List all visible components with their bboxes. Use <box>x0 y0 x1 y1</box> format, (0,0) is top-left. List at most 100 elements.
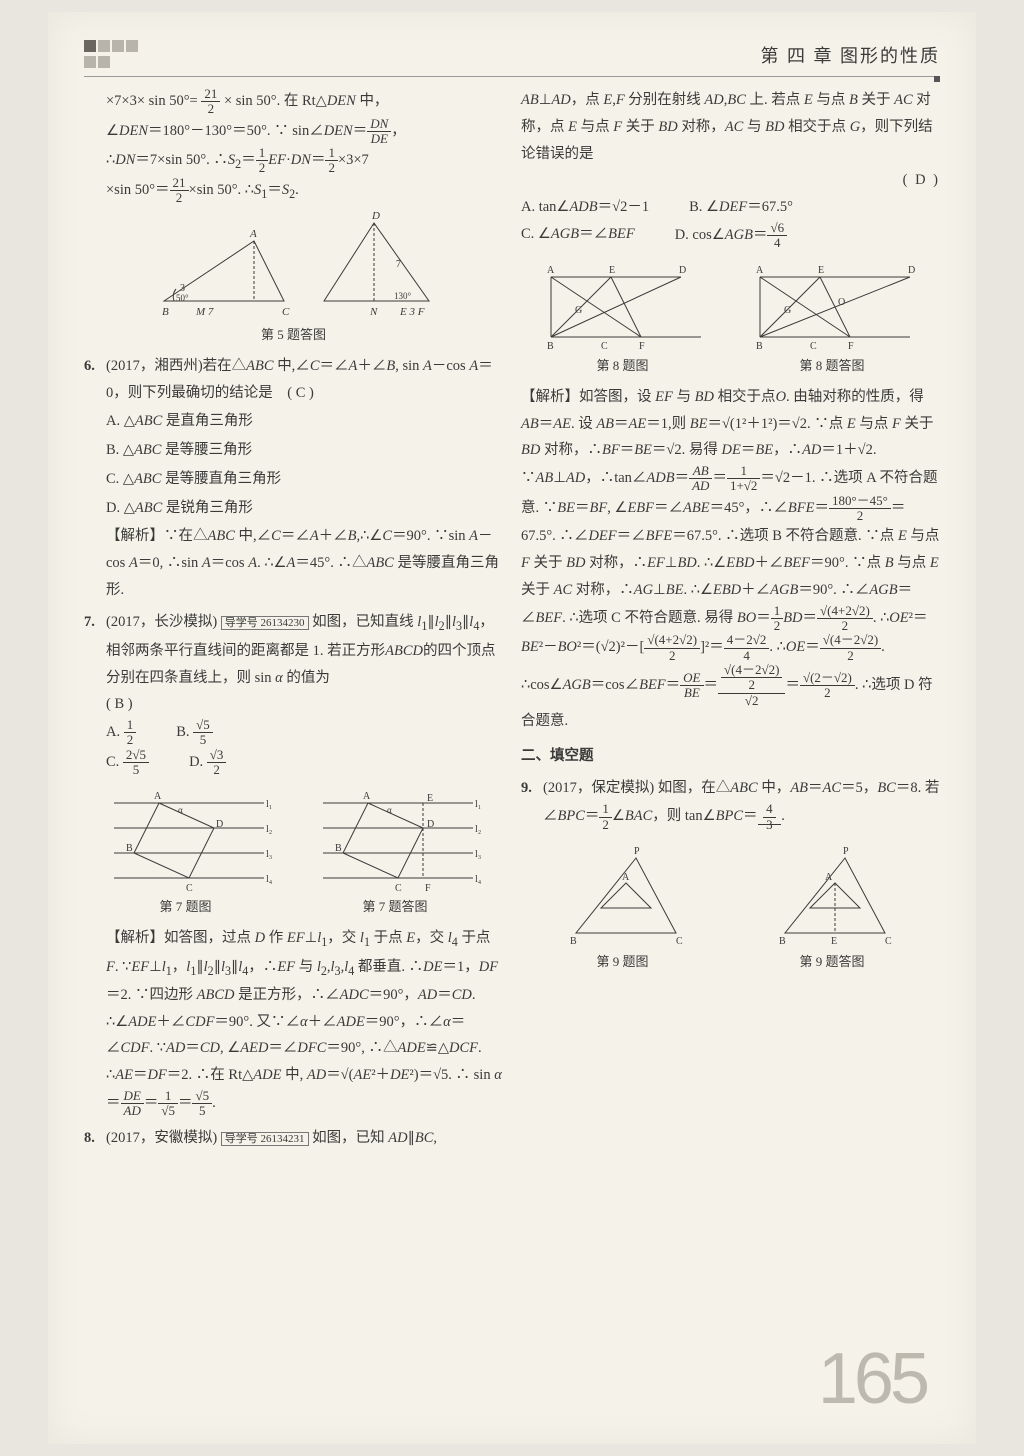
q8-analysis: 【解析】如答图，设 EF 与 BD 相交于点O. 由轴对称的性质，得 AB＝AE… <box>521 384 940 735</box>
svg-text:l₂: l₂ <box>475 824 481 835</box>
svg-text:E 3 F: E 3 F <box>399 306 425 318</box>
q8-answer: ( D ) <box>521 167 940 194</box>
svg-text:A: A <box>249 228 257 240</box>
fig7-caption-2: 第 7 题答图 <box>362 895 427 919</box>
header-marker <box>934 76 940 82</box>
q7-options: A. 12 B. √55 C. 2√55 D. √32 <box>106 718 503 777</box>
question-8: 8. (2017，安徽模拟) 导学号 26134231 如图，已知 AD∥BC, <box>84 1125 503 1152</box>
option-c: C. 2√55 <box>106 748 149 778</box>
svg-text:A: A <box>154 791 162 802</box>
svg-text:l₄: l₄ <box>475 874 482 885</box>
q7-body: (2017，长沙模拟) 导学号 26134230 如图，已知直线 l1∥l2∥l… <box>106 609 503 718</box>
figure-5-caption: 第 5 题答图 <box>84 323 503 347</box>
svg-text:M 7: M 7 <box>195 306 214 318</box>
svg-text:A: A <box>363 791 371 802</box>
text-line: ∠DEN＝180°－130°＝50°. ∵ sin∠DEN＝DNDE， <box>106 117 503 147</box>
parallel-lines-diagram-icon: l₁ l₂ l₃ l₄ A α D B C <box>104 783 274 893</box>
svg-text:E: E <box>831 936 837 947</box>
option-b: B. △ABC 是等腰三角形 <box>106 436 503 465</box>
option-d: D. △ABC 是锐角三角形 <box>106 494 503 523</box>
q6-options: A. △ABC 是直角三角形 B. △ABC 是等腰三角形 C. △ABC 是等… <box>106 407 503 523</box>
svg-text:l₁: l₁ <box>266 799 272 810</box>
option-c: C. ∠AGB＝∠BEF <box>521 221 635 251</box>
svg-text:B: B <box>162 306 169 318</box>
svg-text:A: A <box>547 265 555 276</box>
figure-9-captions: 第 9 题图 第 9 题答图 <box>521 950 940 974</box>
svg-text:E: E <box>609 265 615 276</box>
fig8-caption-2: 第 8 题答图 <box>799 354 864 378</box>
q8-continuation: AB⊥AD，点 E,F 分别在射线 AD,BC 上. 若点 E 与点 B 关于 … <box>521 87 940 167</box>
svg-text:D: D <box>679 265 686 276</box>
triangle-p-answer-diagram-icon: P A B C E <box>755 838 915 948</box>
svg-text:B: B <box>779 936 786 947</box>
svg-text:B: B <box>126 843 133 854</box>
content-columns: ×7×3× sin 50°= 212 × sin 50°. 在 Rt△DEN 中… <box>84 87 940 1152</box>
svg-text:α: α <box>178 805 183 815</box>
option-a: A. tan∠ADB＝√2－1 <box>521 194 649 221</box>
option-d: D. √32 <box>189 748 226 778</box>
svg-text:l₂: l₂ <box>266 824 272 835</box>
svg-text:E: E <box>818 265 824 276</box>
figure-8-captions: 第 8 题图 第 8 题答图 <box>521 354 940 378</box>
trapezoid-diagram-icon: A E D B C F G <box>531 257 721 352</box>
figure-7: l₁ l₂ l₃ l₄ A α D B C l₁ l₂ <box>84 783 503 893</box>
option-a: A. 12 <box>106 718 136 748</box>
svg-text:G: G <box>784 305 791 316</box>
page: 第 四 章 图形的性质 ×7×3× sin 50°= 212 × sin 50°… <box>48 12 976 1444</box>
text-line: ×7×3× sin 50°= 212 × sin 50°. 在 Rt△DEN 中… <box>106 87 503 117</box>
svg-text:130°: 130° <box>394 291 412 301</box>
parallel-lines-answer-diagram-icon: l₁ l₂ l₃ l₄ A E α D B C F <box>313 783 483 893</box>
figure-5: B M 7 C A 3 50° D N E 3 F 7 130° <box>84 211 503 321</box>
svg-text:C: C <box>186 883 193 893</box>
option-b: B. √55 <box>176 718 213 748</box>
text-line: ∴DN＝7×sin 50°. ∴S2＝12EF·DN＝12×3×7 <box>106 146 503 176</box>
svg-text:B: B <box>570 936 577 947</box>
figure-7-captions: 第 7 题图 第 7 题答图 <box>84 895 503 919</box>
triangle-p-diagram-icon: P A B C <box>546 838 706 948</box>
left-column: ×7×3× sin 50°= 212 × sin 50°. 在 Rt△DEN 中… <box>84 87 503 1152</box>
svg-text:C: C <box>282 306 290 318</box>
svg-text:C: C <box>395 883 402 893</box>
svg-text:B: B <box>335 843 342 854</box>
right-column: AB⊥AD，点 E,F 分别在射线 AD,BC 上. 若点 E 与点 B 关于 … <box>521 87 940 1152</box>
q8-options: A. tan∠ADB＝√2－1 B. ∠DEF＝67.5° C. ∠AGB＝∠B… <box>521 194 940 250</box>
svg-text:α: α <box>387 805 392 815</box>
svg-text:50°: 50° <box>176 293 189 303</box>
q8-body: (2017，安徽模拟) 导学号 26134231 如图，已知 AD∥BC, <box>106 1125 503 1152</box>
q9-number: 9. <box>521 775 543 831</box>
svg-text:7: 7 <box>396 259 401 270</box>
fig7-caption-1: 第 7 题图 <box>159 895 211 919</box>
fig9-caption-2: 第 9 题答图 <box>799 950 864 974</box>
trapezoid-answer-diagram-icon: A E D B C F G O <box>740 257 930 352</box>
svg-text:l₃: l₃ <box>266 849 272 860</box>
svg-text:F: F <box>848 341 854 352</box>
svg-text:B: B <box>547 341 554 352</box>
svg-text:A: A <box>622 872 630 883</box>
svg-text:P: P <box>843 846 849 857</box>
svg-text:P: P <box>634 846 640 857</box>
q7-analysis: 【解析】如答图，过点 D 作 EF⊥l1，交 l1 于点 E，交 l4 于点 F… <box>106 925 503 1118</box>
svg-text:C: C <box>810 341 817 352</box>
fig9-caption-1: 第 9 题图 <box>596 950 648 974</box>
svg-text:E: E <box>427 793 433 804</box>
triangle-diagram-icon: B M 7 C A 3 50° D N E 3 F 7 130° <box>144 211 444 321</box>
svg-text:A: A <box>756 265 764 276</box>
chapter-title: 第 四 章 图形的性质 <box>761 42 941 68</box>
question-9: 9. (2017，保定模拟) 如图，在△ABC 中，AB＝AC＝5，BC＝8. … <box>521 775 940 831</box>
svg-text:D: D <box>908 265 915 276</box>
q8-number: 8. <box>84 1125 106 1152</box>
svg-text:C: C <box>601 341 608 352</box>
svg-text:D: D <box>427 819 434 830</box>
svg-text:l₁: l₁ <box>475 799 481 810</box>
fig8-caption-1: 第 8 题图 <box>596 354 648 378</box>
q7-number: 7. <box>84 609 106 718</box>
q5-continuation: ×7×3× sin 50°= 212 × sin 50°. 在 Rt△DEN 中… <box>106 87 503 205</box>
page-header: 第 四 章 图形的性质 <box>84 40 940 77</box>
q9-body: (2017，保定模拟) 如图，在△ABC 中，AB＝AC＝5，BC＝8. 若∠B… <box>543 775 940 831</box>
option-d: D. cos∠AGB＝√64 <box>675 221 787 251</box>
q6-body: (2017，湘西州)若在△ABC 中,∠C＝∠A＋∠B, sin A－cos A… <box>106 353 503 407</box>
q6-analysis: 【解析】∵在△ABC 中,∠C＝∠A＋∠B,∴∠C＝90°. ∵sin A－co… <box>106 523 503 603</box>
question-6: 6. (2017，湘西州)若在△ABC 中,∠C＝∠A＋∠B, sin A－co… <box>84 353 503 407</box>
svg-text:F: F <box>639 341 645 352</box>
figure-8: A E D B C F G <box>521 257 940 352</box>
